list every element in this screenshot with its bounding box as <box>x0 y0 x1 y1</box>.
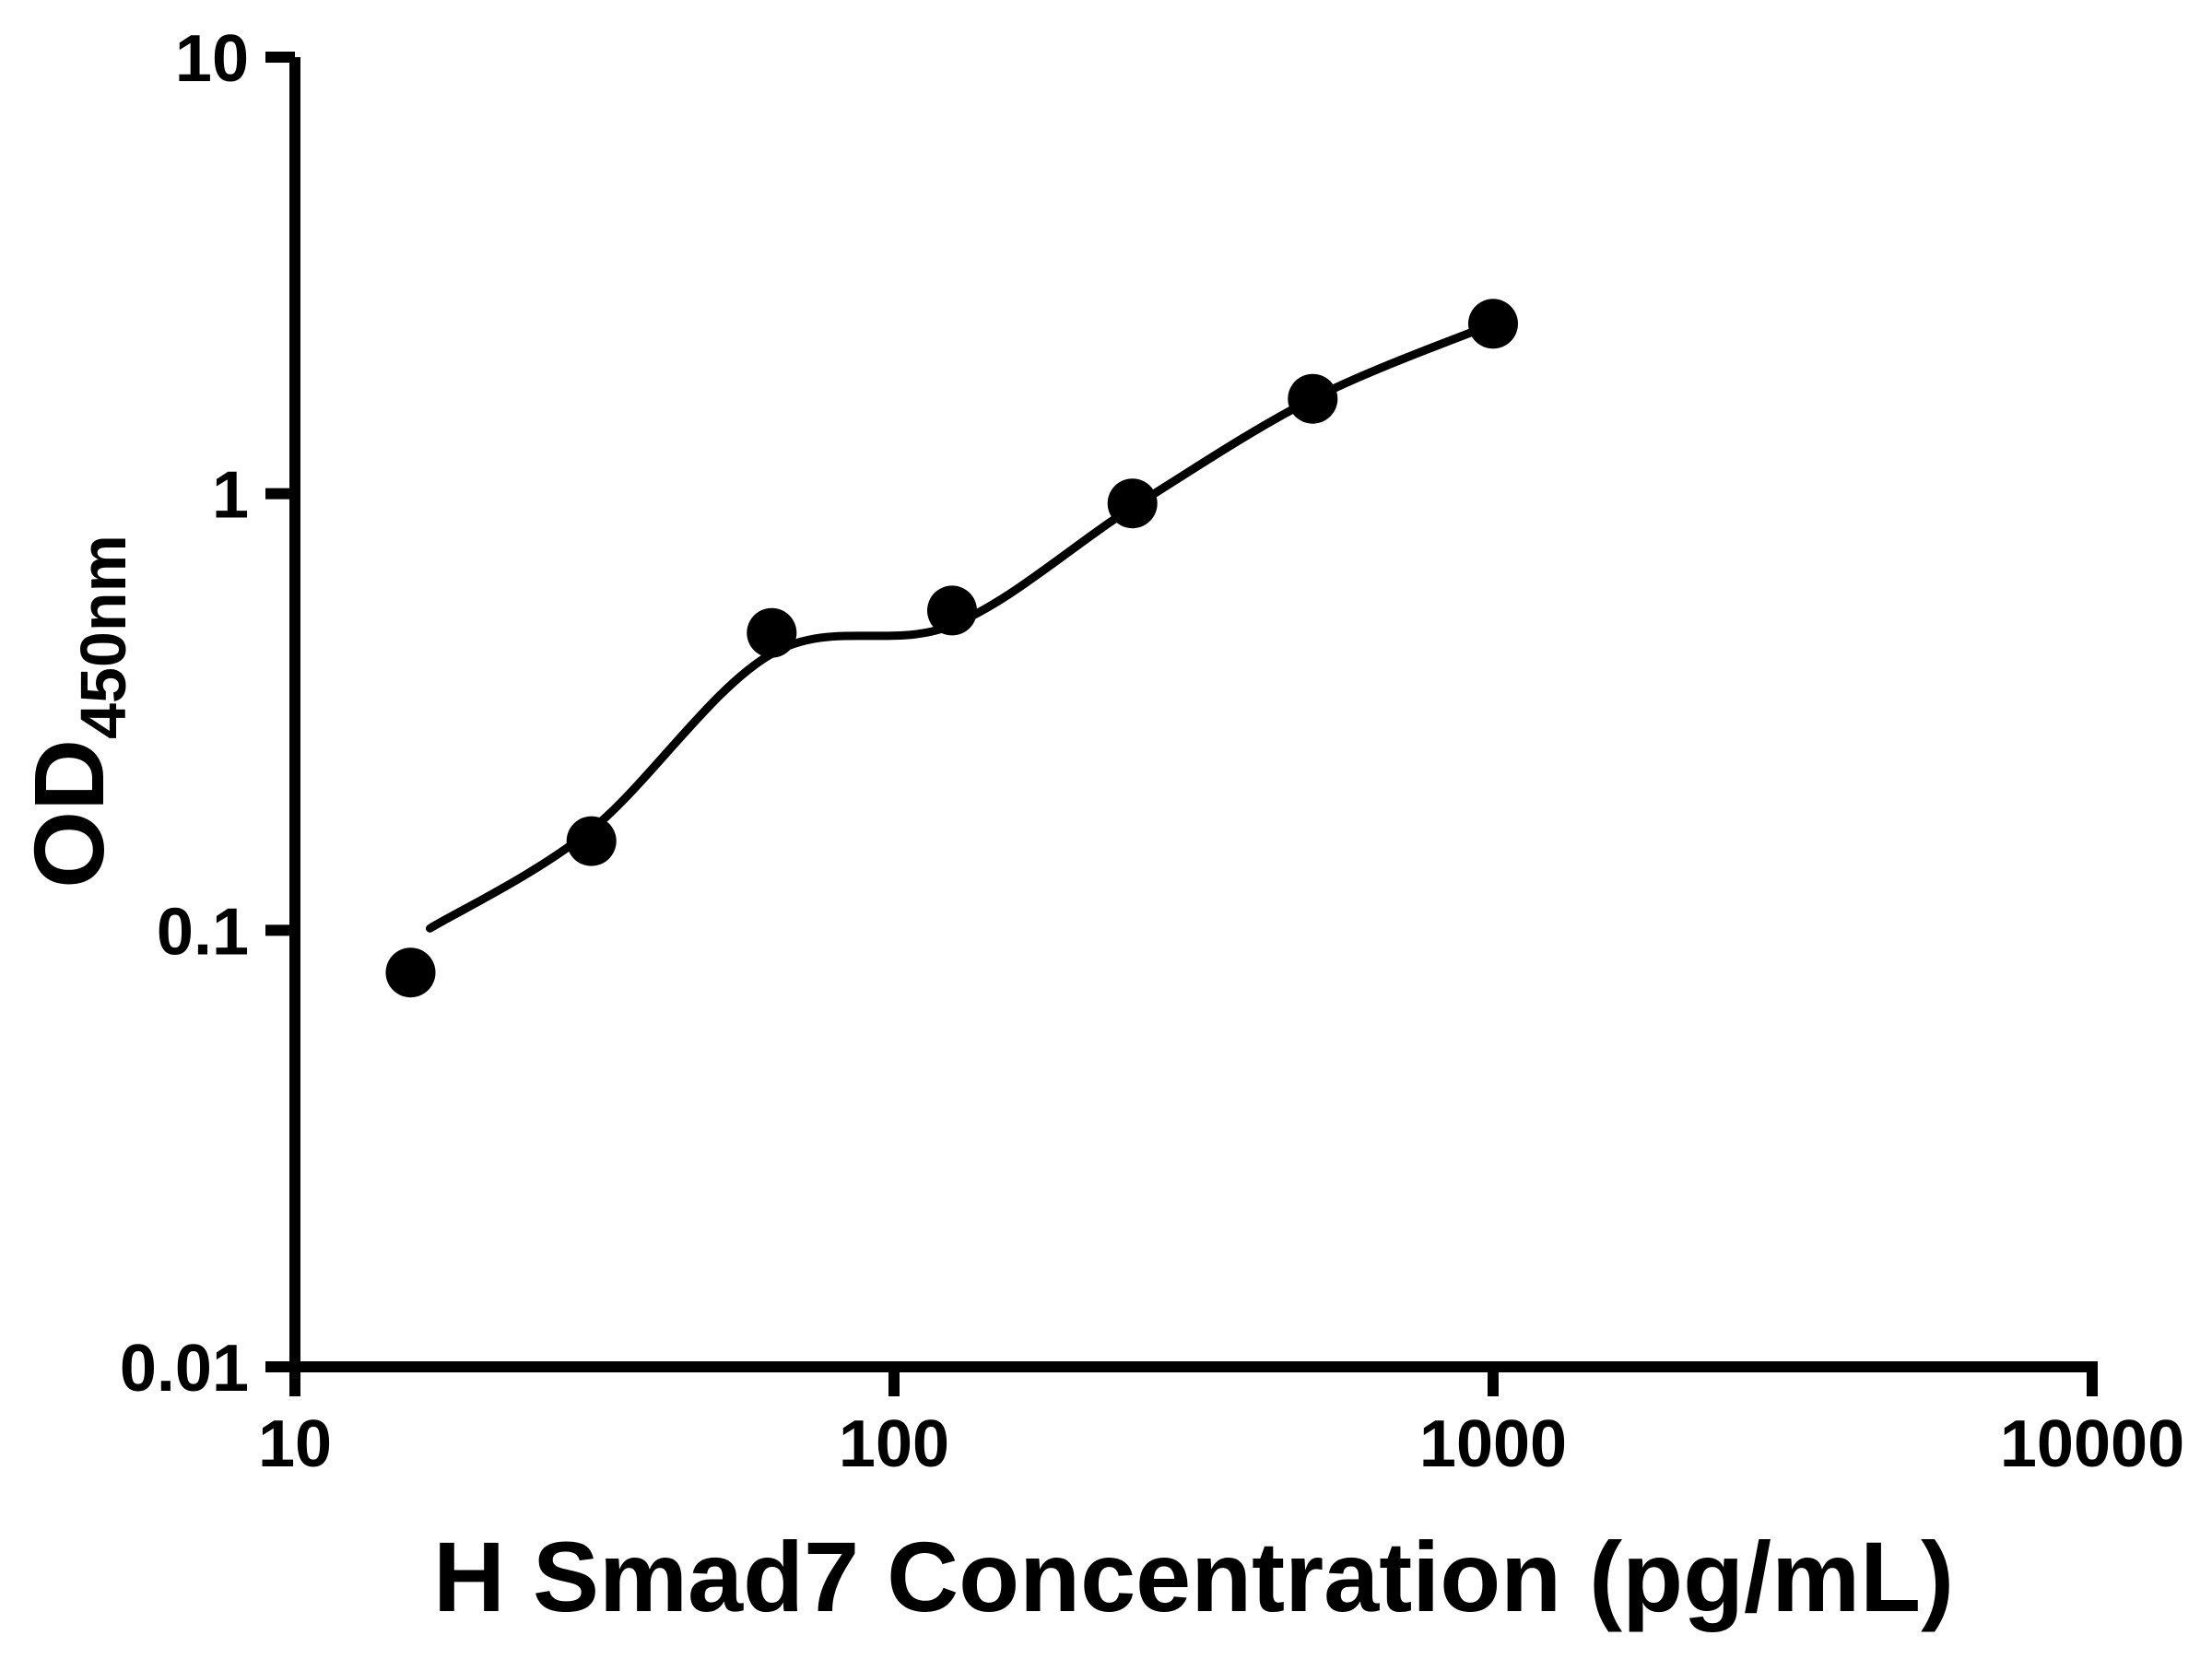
x-axis-tick-label: 10000 <box>2000 1407 2184 1481</box>
data-point <box>747 607 797 658</box>
y-axis-title-main: OD <box>13 739 124 888</box>
data-point <box>927 585 977 636</box>
x-axis: 10 100 1000 10000 <box>258 1361 2184 1481</box>
y-axis-tick-label: 0.1 <box>157 895 249 969</box>
y-axis-tick-label: 10 <box>175 22 249 96</box>
y-axis-title-subscript: 450nm <box>67 535 139 739</box>
y-axis-title: OD450nm <box>13 535 139 888</box>
y-axis-tick-label: 0.01 <box>120 1332 249 1406</box>
x-axis-title: H Smad7 Concentration (pg/mL) <box>433 1521 1954 1632</box>
data-point <box>1468 299 1518 349</box>
x-axis-tick-label: 10 <box>258 1407 332 1481</box>
data-point <box>1107 478 1158 529</box>
y-axis-tick-label: 1 <box>212 459 249 533</box>
x-axis-tick-label: 100 <box>839 1407 949 1481</box>
data-point <box>1288 373 1338 424</box>
data-point <box>566 816 617 866</box>
data-points <box>385 299 1518 998</box>
data-point <box>385 947 436 998</box>
x-axis-tick-label: 1000 <box>1419 1407 1567 1481</box>
y-axis: 10 1 0.1 0.01 <box>120 22 300 1406</box>
